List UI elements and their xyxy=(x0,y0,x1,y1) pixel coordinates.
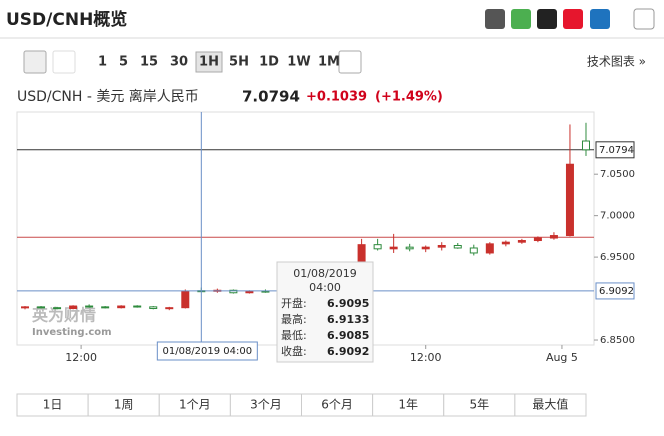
interval-button[interactable]: 15 xyxy=(140,55,158,70)
candle-body xyxy=(373,244,382,250)
candle-body xyxy=(149,306,158,310)
candle-body xyxy=(549,235,558,239)
active-interval-bg xyxy=(195,51,223,73)
interval-button[interactable]: 1D xyxy=(259,55,279,70)
candle-body xyxy=(101,306,110,309)
info-icon[interactable] xyxy=(633,8,655,30)
tooltip-row-label: 开盘: xyxy=(281,296,307,310)
candle-body xyxy=(517,240,526,243)
tooltip-row-value: 6.9092 xyxy=(327,345,369,358)
quote-change: +0.1039 xyxy=(306,90,367,105)
quote-name: USD/CNH - 美元 离岸人民币 xyxy=(17,88,199,105)
candle-body xyxy=(37,306,46,309)
range-buttons: 1日 1周 1个月 3个月 6个月 1年 5年 最大值 xyxy=(16,393,587,417)
range-button[interactable]: 1周 xyxy=(114,398,134,412)
range-button[interactable]: 5年 xyxy=(469,398,489,412)
weibo-icon[interactable] xyxy=(563,9,583,29)
qq-icon[interactable] xyxy=(537,9,557,29)
range-button[interactable]: 6个月 xyxy=(321,398,353,412)
crosshair-x-box xyxy=(156,341,258,361)
header-title: USD/CNH概览 xyxy=(6,9,127,30)
range-button[interactable]: 1日 xyxy=(43,398,63,412)
candle-body xyxy=(421,246,430,250)
last-price-box xyxy=(595,141,635,159)
mail-icon[interactable] xyxy=(485,9,505,29)
y-tick-label: 7.0500 xyxy=(600,169,635,180)
candle-body xyxy=(533,237,542,242)
candle-body xyxy=(53,307,62,310)
share-icons xyxy=(485,8,655,30)
watermark-brand: 英为财情 xyxy=(31,306,96,325)
tooltip-title: 04:00 xyxy=(309,281,341,294)
settings-button[interactable] xyxy=(338,50,362,74)
tooltip-row-value: 6.9133 xyxy=(327,313,369,326)
x-tick-label: 12:00 xyxy=(65,351,97,364)
quote-change-pct: (+1.49%) xyxy=(375,90,443,105)
tooltip-row-label: 最低: xyxy=(281,329,307,342)
interval-button[interactable]: 5 xyxy=(119,55,128,70)
candle-body xyxy=(453,244,462,249)
candle-type-button[interactable] xyxy=(23,50,47,74)
range-button-bg[interactable] xyxy=(514,393,587,417)
candle-body xyxy=(181,290,190,309)
candle-body xyxy=(485,243,494,254)
range-button[interactable]: 1年 xyxy=(398,398,418,412)
interval-buttons: 1 5 15 30 1H 5H 1D 1W 1M xyxy=(98,51,340,73)
candle-body xyxy=(69,305,78,310)
candle-body xyxy=(581,140,590,151)
wechat-icon[interactable] xyxy=(511,9,531,29)
plot: 7.0500 7.0000 6.9500 6.8500 12:00 12:00 Aug 5 7… xyxy=(17,112,635,364)
range-button[interactable]: 3个月 xyxy=(250,398,282,412)
watermark-site: Investing.com xyxy=(32,327,112,338)
y-tick-label: 6.9500 xyxy=(600,252,635,263)
candle-body xyxy=(469,247,478,254)
favorite-icon[interactable] xyxy=(590,9,610,29)
interval-button[interactable]: 1 xyxy=(98,55,107,70)
tooltip-box xyxy=(276,261,374,363)
x-tick-label: Aug 5 xyxy=(546,351,578,364)
candle-body xyxy=(133,305,142,308)
last-price-label: 7.0794 xyxy=(599,145,634,156)
interval-button[interactable]: 1W xyxy=(287,55,310,70)
candle-body xyxy=(437,244,446,248)
candle-body xyxy=(229,289,238,294)
tooltip-row-value: 6.9095 xyxy=(327,297,369,310)
candle-body xyxy=(565,163,574,237)
quote-last: 7.0794 xyxy=(242,88,300,106)
line-type-button[interactable] xyxy=(52,50,76,74)
candle-body xyxy=(165,307,174,310)
crosshair-y-box xyxy=(595,282,635,300)
advanced-chart-link[interactable]: 技术图表 » xyxy=(587,55,646,69)
tooltip-row-label: 最高: xyxy=(281,312,307,326)
y-tick-label: 6.8500 xyxy=(600,335,635,346)
x-tick-label: 12:00 xyxy=(410,351,442,364)
tooltip-title: 01/08/2019 xyxy=(293,267,356,280)
crosshair-y-label: 6.9092 xyxy=(599,286,634,297)
range-button[interactable]: 1个月 xyxy=(179,398,211,412)
candle-body xyxy=(405,246,414,250)
interval-button[interactable]: 1M xyxy=(318,55,340,70)
tooltip-row-value: 6.9085 xyxy=(327,329,369,342)
tooltip-row-label: 收盘: xyxy=(281,344,307,358)
candle-body xyxy=(389,246,398,250)
interval-button[interactable]: 30 xyxy=(170,55,188,70)
candle-body xyxy=(85,305,94,308)
interval-button[interactable]: 5H xyxy=(229,55,249,70)
y-tick-label: 7.0000 xyxy=(600,211,635,222)
interval-button[interactable]: 1H xyxy=(199,55,219,70)
candle-body xyxy=(501,241,510,245)
crosshair-x-label: 01/08/2019 04:00 xyxy=(162,346,252,357)
candle-body xyxy=(21,306,30,309)
range-button[interactable]: 最大值 xyxy=(532,397,568,412)
candle-body xyxy=(117,305,126,309)
